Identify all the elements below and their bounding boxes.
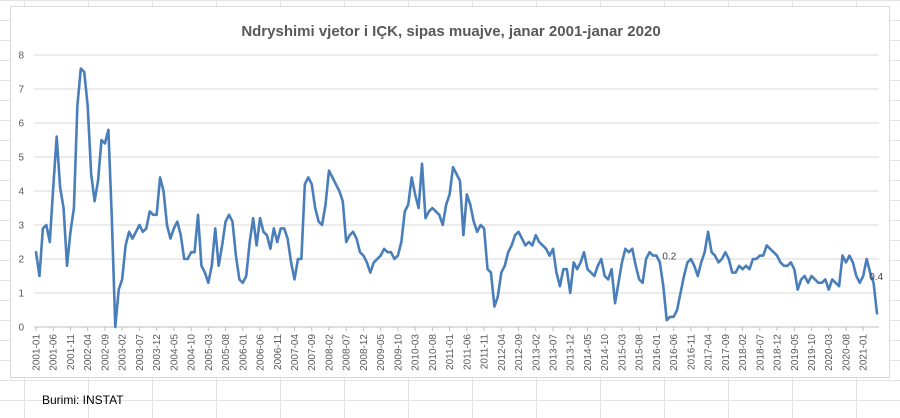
chart-title: Ndryshimi vjetor i IÇK, sipas muajve, ja… bbox=[241, 23, 660, 40]
x-axis-ticks: 2001-01 2001-06 2001-11 2002-04 2002-09 2003-… bbox=[32, 334, 870, 371]
x-tick-label: 2008-07 bbox=[342, 334, 353, 371]
x-tick-label: 2004-05 bbox=[169, 334, 180, 371]
x-tick-label: 2012-04 bbox=[497, 334, 508, 371]
x-tick-label: 2019-10 bbox=[807, 334, 818, 371]
x-tick-label: 2006-06 bbox=[256, 334, 267, 371]
x-tick-label: 2010-03 bbox=[411, 334, 422, 371]
x-tick-label: 2014-05 bbox=[583, 334, 594, 371]
x-tick-label: 2009-10 bbox=[393, 334, 404, 371]
series-line[interactable] bbox=[34, 67, 879, 329]
data-label: 0.4 bbox=[869, 272, 883, 283]
x-tick-label: 2016-01 bbox=[652, 334, 663, 371]
x-tick-label: 2001-01 bbox=[32, 334, 43, 371]
x-tick-label: 2012-09 bbox=[514, 334, 525, 371]
x-tick-label: 2017-04 bbox=[704, 334, 715, 371]
x-tick-label: 2007-04 bbox=[290, 334, 301, 371]
x-tick-label: 2005-08 bbox=[221, 334, 232, 371]
x-tick-label: 2003-07 bbox=[135, 334, 146, 371]
data-label: 0.2 bbox=[662, 252, 676, 263]
y-tick-label: 5 bbox=[18, 153, 24, 164]
x-tick-label: 2019-05 bbox=[790, 334, 801, 371]
x-tick-label: 2011-06 bbox=[462, 334, 473, 370]
x-tick-label: 2021-01 bbox=[859, 334, 870, 371]
x-tick-label: 2010-08 bbox=[428, 334, 439, 371]
x-tick-label: 2001-11 bbox=[66, 334, 77, 370]
x-tick-label: 2018-12 bbox=[773, 334, 784, 371]
x-tick-label: 2013-02 bbox=[531, 334, 542, 371]
x-tick-label: 2008-12 bbox=[359, 334, 370, 371]
chart-area[interactable]: Ndryshimi vjetor i IÇK, sipas muajve, ja… bbox=[10, 6, 890, 378]
x-tick-label: 2013-07 bbox=[549, 334, 560, 371]
x-tick-label: 2014-10 bbox=[600, 334, 611, 371]
x-tick-label: 2009-05 bbox=[376, 334, 387, 371]
x-tick-label: 2002-09 bbox=[100, 334, 111, 371]
x-tick-label: 2020-03 bbox=[824, 334, 835, 371]
x-tick-label: 2001-06 bbox=[49, 334, 60, 371]
x-tick-label: 2005-03 bbox=[204, 334, 215, 371]
x-tick-label: 2018-07 bbox=[755, 334, 766, 371]
x-tick-label: 2018-02 bbox=[738, 334, 749, 371]
x-tick-label: 2016-11 bbox=[686, 334, 697, 370]
x-tick-label: 2011-11 bbox=[480, 334, 491, 370]
x-tick-label: 2016-06 bbox=[669, 334, 680, 371]
x-tick-label: 2006-01 bbox=[238, 334, 249, 371]
x-tick-label: 2004-10 bbox=[187, 334, 198, 371]
x-tick-label: 2007-09 bbox=[307, 334, 318, 371]
x-tick-label: 2002-04 bbox=[83, 334, 94, 371]
series-ndryshimi-vjetor[interactable] bbox=[34, 67, 879, 329]
x-tick-label: 2003-02 bbox=[118, 334, 129, 371]
x-tick-label: 2006-11 bbox=[273, 334, 284, 370]
x-tick-label: 2008-02 bbox=[324, 334, 335, 371]
x-tick-label: 2011-01 bbox=[445, 334, 456, 370]
x-tick-label: 2015-03 bbox=[617, 334, 628, 371]
x-axis bbox=[34, 326, 879, 331]
line-chart: Ndryshimi vjetor i IÇK, sipas muajve, ja… bbox=[18, 23, 883, 371]
y-tick-label: 4 bbox=[18, 187, 24, 198]
y-tick-label: 6 bbox=[18, 119, 24, 130]
y-tick-label: 7 bbox=[18, 85, 24, 96]
y-axis-ticks: 0 1 2 3 4 5 6 7 8 bbox=[18, 51, 24, 334]
x-tick-label: 2003-12 bbox=[152, 334, 163, 371]
y-tick-label: 1 bbox=[18, 289, 24, 300]
y-tick-label: 8 bbox=[18, 51, 24, 62]
x-tick-label: 2020-08 bbox=[841, 334, 852, 371]
x-tick-label: 2013-12 bbox=[566, 334, 577, 371]
x-tick-label: 2015-08 bbox=[635, 334, 646, 371]
y-tick-label: 3 bbox=[18, 221, 24, 232]
source-note: Burimi: INSTAT bbox=[42, 393, 124, 407]
y-tick-label: 2 bbox=[18, 255, 24, 266]
data-labels: 0.2 0.4 bbox=[662, 252, 883, 283]
x-tick-label: 2017-09 bbox=[721, 334, 732, 371]
y-tick-label: 0 bbox=[18, 323, 24, 334]
